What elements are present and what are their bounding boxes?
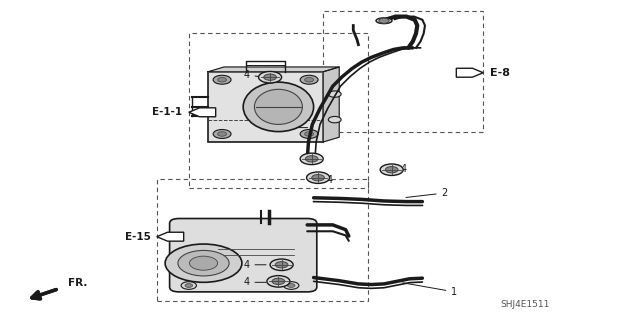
Text: 4: 4	[243, 260, 266, 270]
Polygon shape	[189, 108, 216, 117]
Circle shape	[213, 130, 231, 138]
Circle shape	[380, 164, 403, 175]
Bar	[189, 33, 368, 188]
Circle shape	[305, 78, 314, 82]
Circle shape	[385, 167, 398, 173]
Polygon shape	[456, 68, 483, 77]
Circle shape	[300, 130, 318, 138]
Ellipse shape	[243, 82, 314, 131]
Circle shape	[213, 75, 231, 84]
Circle shape	[328, 91, 341, 97]
Circle shape	[312, 174, 324, 181]
Bar	[323, 11, 483, 132]
Circle shape	[305, 132, 314, 136]
Circle shape	[284, 282, 299, 289]
Text: SHJ4E1511: SHJ4E1511	[500, 300, 550, 309]
Text: FR.: FR.	[68, 278, 88, 288]
Polygon shape	[323, 67, 339, 142]
Circle shape	[275, 262, 288, 268]
Polygon shape	[157, 232, 184, 241]
Circle shape	[178, 250, 229, 276]
Circle shape	[379, 18, 389, 23]
Circle shape	[189, 256, 218, 270]
Circle shape	[218, 132, 227, 136]
Text: 1: 1	[403, 283, 458, 297]
Circle shape	[267, 276, 290, 287]
Circle shape	[272, 278, 285, 285]
Polygon shape	[208, 67, 339, 72]
Text: 2: 2	[406, 188, 448, 198]
Circle shape	[165, 244, 242, 282]
Text: 4: 4	[243, 277, 266, 287]
Circle shape	[307, 172, 330, 183]
FancyBboxPatch shape	[208, 72, 323, 142]
Circle shape	[264, 74, 276, 80]
Text: 3: 3	[282, 122, 308, 133]
Text: 4: 4	[243, 70, 269, 80]
Ellipse shape	[254, 89, 302, 124]
Circle shape	[300, 75, 318, 84]
Text: E-1-1: E-1-1	[152, 107, 182, 117]
FancyBboxPatch shape	[170, 219, 317, 292]
Text: 4: 4	[387, 164, 406, 174]
Text: E-8: E-8	[490, 68, 509, 78]
Circle shape	[218, 78, 227, 82]
Circle shape	[305, 156, 318, 162]
Bar	[157, 179, 368, 301]
Text: 4: 4	[310, 154, 320, 165]
Circle shape	[270, 259, 293, 271]
Text: E-15: E-15	[125, 232, 150, 242]
Ellipse shape	[376, 18, 392, 24]
Circle shape	[259, 71, 282, 83]
Circle shape	[287, 284, 295, 287]
Circle shape	[328, 116, 341, 123]
Circle shape	[300, 153, 323, 165]
Text: 4: 4	[323, 175, 333, 185]
Circle shape	[185, 284, 193, 287]
Circle shape	[181, 282, 196, 289]
